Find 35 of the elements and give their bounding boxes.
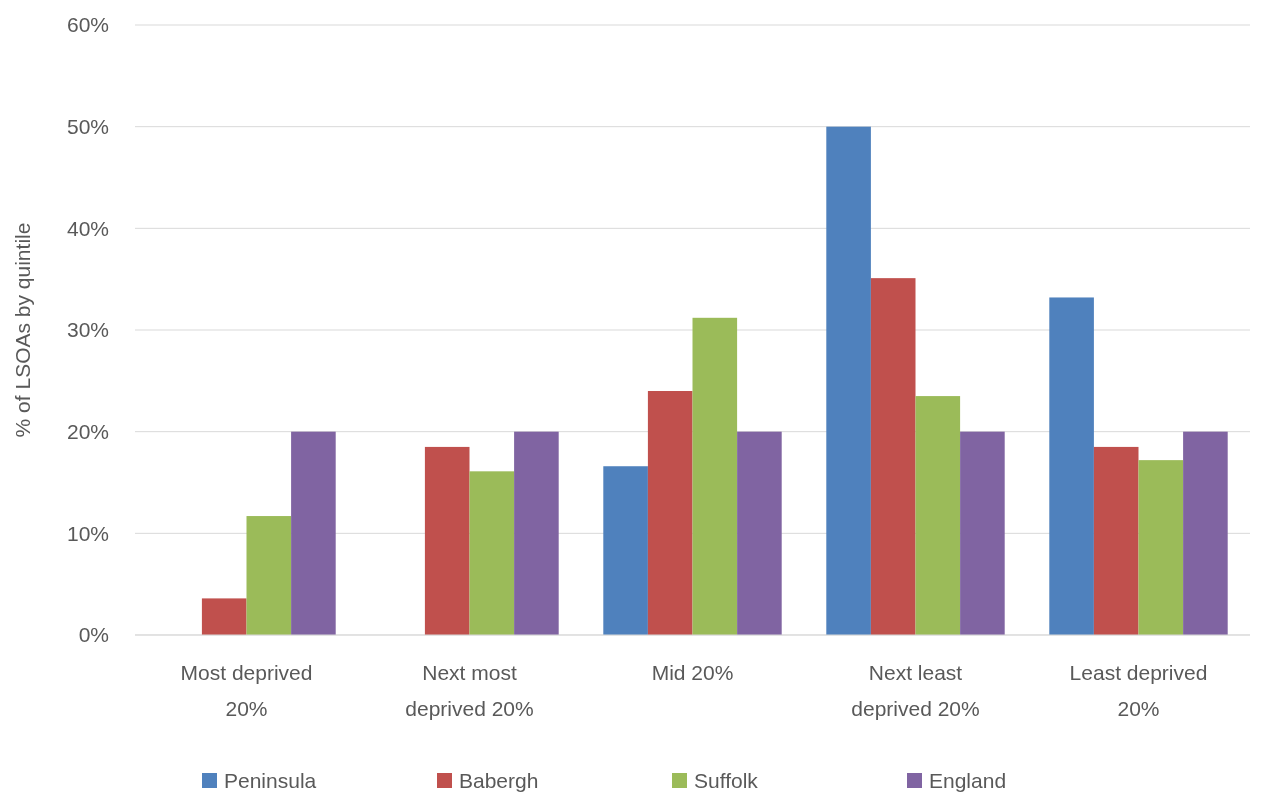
bar (291, 431, 336, 635)
bar (201, 598, 247, 635)
y-tick-label: 30% (66, 318, 109, 342)
x-tick-label: Most deprived 20% (180, 661, 313, 720)
bar (870, 278, 916, 635)
x-tick-label: Least deprived 20% (1069, 661, 1208, 720)
y-tick-label: 20% (66, 420, 109, 444)
legend-label: Peninsula (224, 769, 317, 793)
bar (915, 396, 961, 635)
y-tick-label: 0% (78, 623, 109, 647)
bar (1138, 460, 1184, 635)
bar (826, 126, 871, 635)
x-tick-label: Next least deprived 20% (851, 661, 980, 720)
bar (246, 516, 292, 635)
x-tick-label: Mid 20% (651, 661, 734, 684)
y-tick-label: 10% (66, 521, 109, 545)
y-tick-label: 40% (66, 216, 109, 240)
bar (1183, 431, 1228, 635)
legend-label: Babergh (459, 769, 539, 793)
bar (514, 431, 559, 635)
bar (603, 466, 648, 635)
x-tick-label: Next most deprived 20% (405, 661, 534, 720)
bar (1093, 446, 1139, 635)
bar (737, 431, 782, 635)
bar (469, 471, 515, 635)
bar (692, 317, 738, 635)
bar (960, 431, 1005, 635)
bar (424, 446, 470, 635)
legend-label: Suffolk (694, 769, 759, 793)
bar (647, 391, 693, 635)
y-tick-label: 50% (66, 115, 109, 139)
legend-label: England (929, 769, 1007, 793)
y-tick-label: 60% (66, 13, 109, 37)
bar (1049, 297, 1094, 635)
y-axis-title: % of LSOAs by quintile (11, 222, 34, 438)
